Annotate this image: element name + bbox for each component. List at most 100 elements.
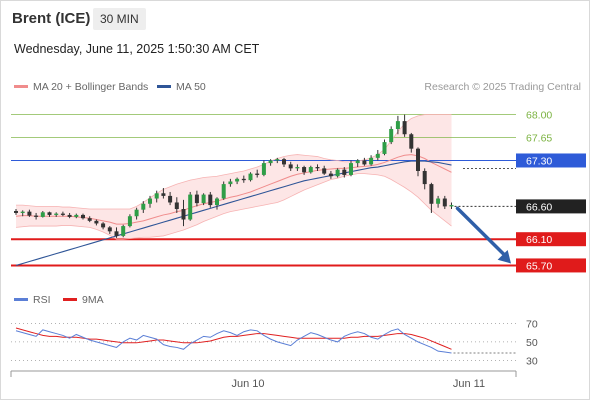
level-65-70-tag xyxy=(516,258,586,273)
instrument-title: Brent (ICE) xyxy=(12,10,91,27)
candle xyxy=(40,210,45,218)
candle xyxy=(382,139,387,156)
ma20-legend-label: MA 20 + Bollinger Bands xyxy=(33,81,148,93)
candle xyxy=(395,115,400,135)
candle-body xyxy=(54,213,59,215)
ma20-line xyxy=(15,154,452,225)
candle-body xyxy=(288,164,293,169)
candle-body xyxy=(181,209,186,220)
candle xyxy=(168,191,173,206)
candle xyxy=(14,209,18,215)
candle xyxy=(442,195,447,210)
candle xyxy=(161,188,166,199)
candle xyxy=(422,168,427,190)
candle xyxy=(188,191,193,221)
chart-datetime: Wednesday, June 11, 2025 1:50:30 AM CET xyxy=(14,42,260,56)
rsi-tick-label: 70 xyxy=(526,318,538,330)
rsi-legend: RSI 9MA xyxy=(14,294,104,306)
candle xyxy=(362,157,367,166)
candle-body xyxy=(114,231,119,236)
level-68-00-label: 68.00 xyxy=(526,110,552,122)
candle xyxy=(54,212,59,217)
candle-body xyxy=(148,198,152,204)
candle xyxy=(355,159,360,168)
candle xyxy=(322,165,327,175)
candle-body xyxy=(161,193,166,196)
candle-body xyxy=(127,216,132,227)
candle-body xyxy=(27,211,32,216)
candle xyxy=(328,170,333,179)
candle-body xyxy=(282,159,286,165)
candle-body xyxy=(295,167,300,169)
candle xyxy=(241,175,246,183)
candle-body xyxy=(60,213,65,215)
candle xyxy=(154,190,159,203)
level-65-70-label: 65.70 xyxy=(526,260,552,272)
rsi-tick-label: 30 xyxy=(526,355,538,367)
candle-body xyxy=(154,193,159,199)
x-tick-label: Jun 10 xyxy=(231,378,264,390)
candle-body xyxy=(134,209,139,217)
candle xyxy=(107,226,112,234)
candle xyxy=(375,149,380,161)
candle-body xyxy=(261,163,266,175)
rsi-line xyxy=(15,328,452,354)
bollinger-upper-line xyxy=(16,114,452,210)
candle-body xyxy=(20,211,25,213)
candle-body xyxy=(275,159,280,161)
candle xyxy=(248,172,253,182)
level-67-30-label: 67.30 xyxy=(526,155,552,167)
candle-body xyxy=(429,184,434,204)
rsi-ma-legend-label: 9MA xyxy=(82,294,104,306)
credit-label: Research © 2025 Trading Central xyxy=(424,81,581,93)
candle-body xyxy=(168,195,173,203)
candle-body xyxy=(375,153,380,158)
candle xyxy=(174,197,179,213)
x-axis: Jun 10 Jun 11 xyxy=(10,370,517,390)
candle xyxy=(268,159,273,166)
candle-body xyxy=(355,160,360,164)
interval-button[interactable]: 30 MIN xyxy=(93,8,146,30)
candle xyxy=(335,168,340,178)
candle-body xyxy=(442,198,447,207)
candle-body xyxy=(322,168,327,174)
candle xyxy=(402,114,407,137)
ma20-legend-swatch xyxy=(14,85,28,88)
rsi-tick-label: 50 xyxy=(526,337,538,349)
candle xyxy=(275,157,280,164)
candle-body xyxy=(369,157,374,165)
rsi-legend-label: RSI xyxy=(33,294,51,306)
candle-body xyxy=(47,212,52,215)
candle-body xyxy=(87,218,92,221)
candle-body xyxy=(228,181,233,185)
candle xyxy=(409,132,414,153)
candle-body xyxy=(67,214,72,217)
rsi-legend-swatch xyxy=(14,298,28,301)
candle xyxy=(201,193,206,206)
candle-body xyxy=(248,173,253,181)
candle xyxy=(449,202,454,210)
candle xyxy=(67,212,72,219)
candlestick-series xyxy=(14,114,454,238)
ma50-legend-label: MA 50 xyxy=(176,81,206,93)
candle-body xyxy=(221,184,226,199)
candle xyxy=(349,160,353,177)
level-67-65-label: 67.65 xyxy=(526,133,552,145)
level-67-30-tag xyxy=(516,153,586,168)
candle xyxy=(302,165,307,175)
candle-body xyxy=(107,227,112,232)
candle-body xyxy=(362,160,367,165)
candle xyxy=(288,161,293,171)
candle xyxy=(60,211,65,217)
candle xyxy=(81,213,85,220)
candle xyxy=(295,164,300,171)
candle-body xyxy=(436,198,441,204)
candle xyxy=(34,212,39,220)
candle xyxy=(416,147,420,177)
candle-body xyxy=(241,178,246,181)
x-tick-label: Jun 11 xyxy=(453,378,485,390)
candle-body xyxy=(101,223,106,228)
candle xyxy=(20,210,25,217)
